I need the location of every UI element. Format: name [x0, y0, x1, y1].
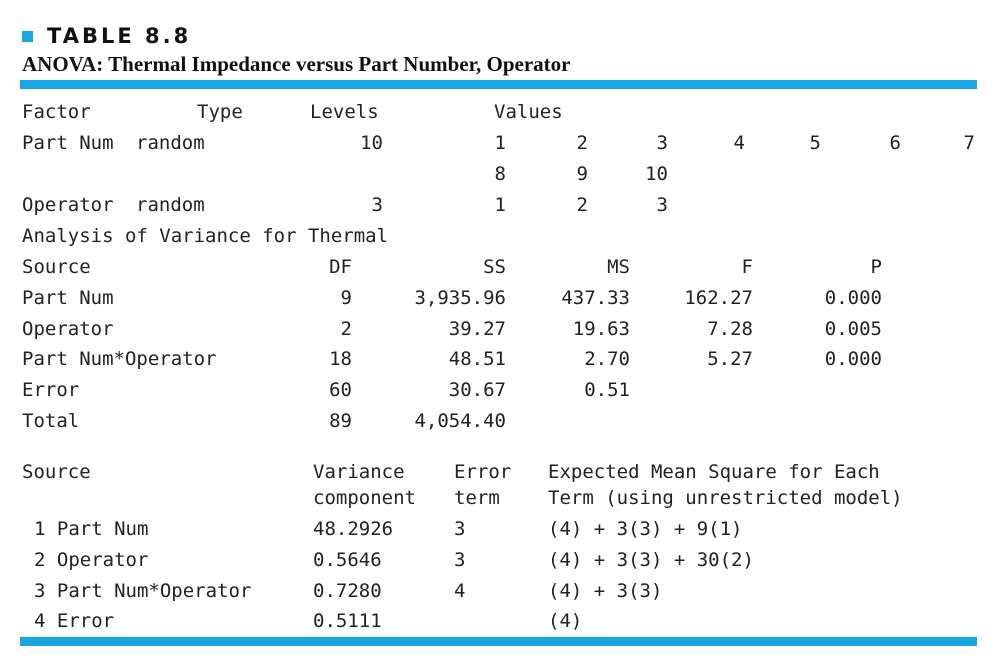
factor-value: 7 [963, 132, 975, 154]
factor-levels: 3 [371, 194, 383, 216]
anova-heading: Analysis of Variance for Thermal [22, 225, 389, 247]
factor-value: 10 [645, 163, 668, 185]
factor-value: 5 [809, 132, 821, 154]
anova-source: Operator [22, 318, 114, 340]
anova-ss: 39.27 [448, 318, 506, 340]
anova-p: 0.000 [824, 287, 882, 309]
anova-df: 60 [329, 379, 352, 401]
levels-header: Levels [310, 101, 379, 123]
anova-df: 89 [329, 410, 352, 432]
type-header: Type [197, 101, 243, 123]
bottom-rule [20, 637, 977, 646]
anova-f: 7.28 [707, 318, 753, 340]
anova-ss: 48.51 [448, 348, 506, 370]
factor-value: 3 [656, 132, 668, 154]
anova-ss-header: SS [483, 256, 506, 278]
anova-ms: 437.33 [561, 287, 630, 309]
factor-value: 4 [733, 132, 745, 154]
anova-ms: 0.51 [584, 379, 630, 401]
vc-source: 3 Part Num*Operator [34, 580, 252, 602]
factor-type: random [136, 132, 205, 154]
anova-df: 9 [340, 287, 352, 309]
anova-f: 5.27 [707, 348, 753, 370]
vc-source: 4 Error [34, 610, 115, 632]
factor-value: 2 [576, 132, 588, 154]
vc-value: 48.2926 [313, 518, 394, 540]
factor-value: 6 [889, 132, 901, 154]
anova-df: 2 [340, 318, 352, 340]
anova-f-header: F [741, 256, 753, 278]
vc-ems: (4) [548, 610, 583, 632]
vc-value: 0.5646 [313, 549, 382, 571]
ems-header-line2: Term (using unrestricted model) [548, 487, 903, 509]
vc-header-line1: Variance [313, 461, 405, 483]
vc-ems: (4) + 3(3) + 9(1) [548, 518, 743, 540]
vc-value: 0.7280 [313, 580, 382, 602]
anova-source: Error [22, 379, 80, 401]
factor-value: 9 [576, 163, 588, 185]
anova-p: 0.005 [824, 318, 882, 340]
factor-header: Factor [22, 101, 91, 123]
table-label: TABLE 8.8 [47, 24, 192, 48]
anova-source-header: Source [22, 256, 91, 278]
factor-value: 8 [494, 163, 506, 185]
anova-ss: 4,054.40 [414, 410, 506, 432]
vc-ems: (4) + 3(3) + 30(2) [548, 549, 754, 571]
vc-value: 0.5111 [313, 610, 382, 632]
vc-header-line2: component [313, 487, 416, 509]
ems-header-line1: Expected Mean Square for Each [548, 461, 880, 483]
anova-ms: 19.63 [572, 318, 630, 340]
anova-p-header: P [870, 256, 882, 278]
factor-name: Part Num [22, 132, 114, 154]
bullet-square-icon [22, 30, 33, 42]
values-header: Values [494, 101, 563, 123]
factor-value: 1 [494, 194, 506, 216]
factor-name: Operator [22, 194, 114, 216]
factor-value: 1 [494, 132, 506, 154]
top-rule [20, 80, 977, 89]
anova-source: Part Num [22, 287, 114, 309]
factor-type: random [136, 194, 205, 216]
vc-source: 1 Part Num [34, 518, 149, 540]
anova-f: 162.27 [684, 287, 753, 309]
vc-error-term: 3 [454, 518, 466, 540]
anova-df-header: DF [329, 256, 352, 278]
factor-value: 2 [576, 194, 588, 216]
et-header-line2: term [454, 487, 500, 509]
factor-value: 3 [656, 194, 668, 216]
anova-source: Total [22, 410, 80, 432]
anova-source: Part Num*Operator [22, 348, 217, 370]
vc-ems: (4) + 3(3) [548, 580, 663, 602]
anova-df: 18 [329, 348, 352, 370]
vc-source: 2 Operator [34, 549, 149, 571]
anova-p: 0.000 [824, 348, 882, 370]
anova-ms: 2.70 [584, 348, 630, 370]
vc-source-header: Source [22, 461, 91, 483]
table-title: ANOVA: Thermal Impedance versus Part Num… [22, 52, 571, 76]
vc-error-term: 3 [454, 549, 466, 571]
vc-error-term: 4 [454, 580, 466, 602]
anova-ss: 30.67 [448, 379, 506, 401]
factor-levels: 10 [360, 132, 383, 154]
anova-ms-header: MS [607, 256, 630, 278]
table-label-row: TABLE 8.8 [22, 22, 191, 50]
et-header-line1: Error [454, 461, 512, 483]
anova-ss: 3,935.96 [414, 287, 506, 309]
